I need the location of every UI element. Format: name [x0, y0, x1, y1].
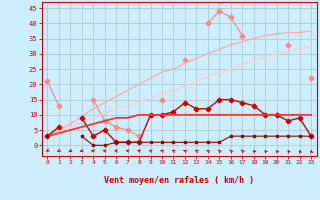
X-axis label: Vent moyen/en rafales ( km/h ): Vent moyen/en rafales ( km/h ) [104, 176, 254, 185]
